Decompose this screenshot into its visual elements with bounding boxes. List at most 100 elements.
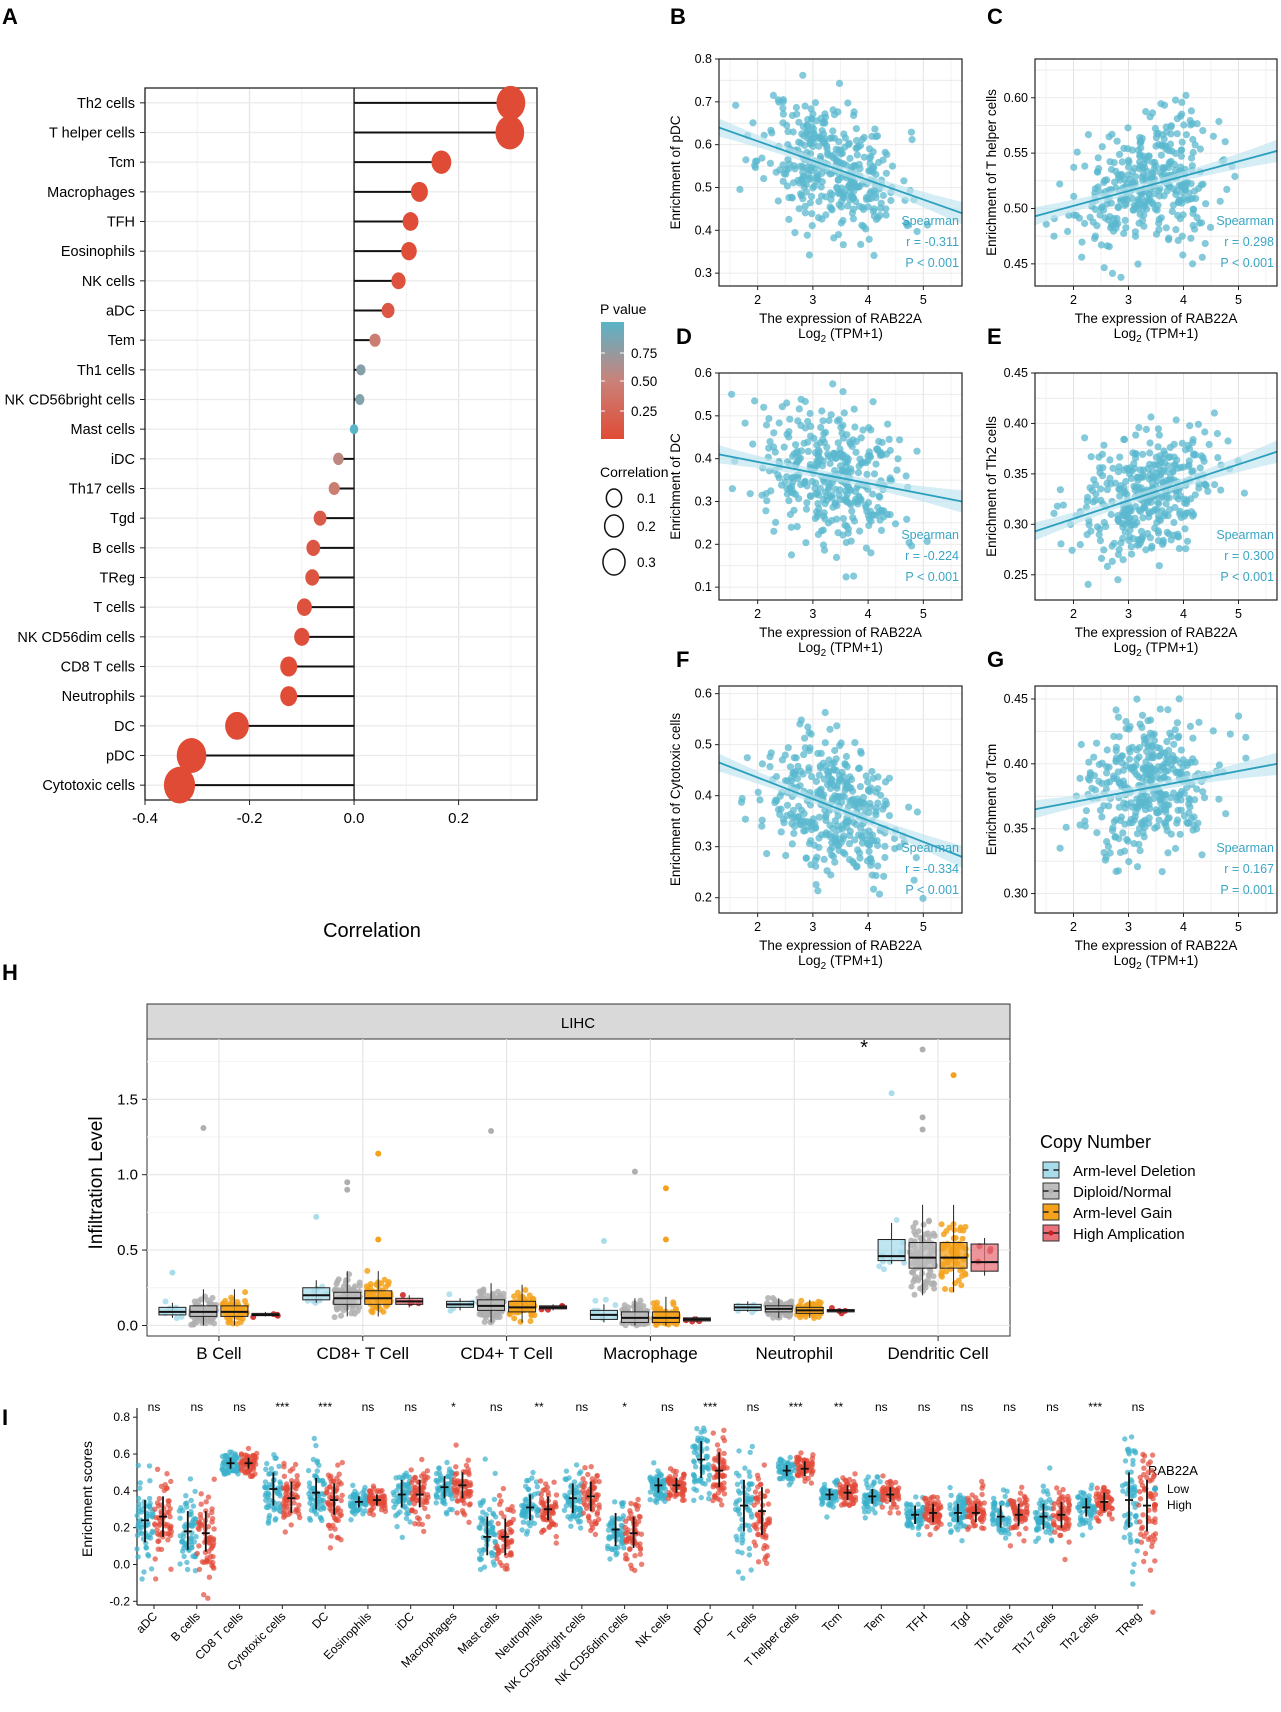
scatter-stat-p: P < 0.001 (1220, 256, 1274, 270)
scatter-point (913, 227, 921, 236)
enrichment-point (404, 1506, 410, 1512)
enrichment-point (210, 1543, 216, 1549)
copy-number-legend-key-dot (1048, 1230, 1054, 1236)
scatter-point (1146, 729, 1155, 737)
scatter-point (787, 551, 796, 559)
scatter-point (1081, 219, 1089, 228)
enrichment-point (509, 1528, 515, 1534)
scatter-point (1210, 409, 1218, 417)
enrichment-point (252, 1471, 258, 1477)
enrichment-point (311, 1435, 317, 1442)
scatter-point (1169, 765, 1177, 773)
scatter-point (1122, 718, 1130, 726)
scatter-point (1095, 453, 1103, 461)
enrichment-point (379, 1503, 385, 1509)
scatter-point (879, 191, 888, 200)
box-jitter-point (178, 1313, 185, 1320)
scatter-point (870, 205, 878, 213)
scatter-point (872, 872, 880, 880)
regression-line (718, 453, 963, 503)
scatter-point (839, 821, 847, 829)
scatter-point (857, 747, 865, 755)
enrichment-point (147, 1535, 154, 1541)
scatter-point (1116, 453, 1124, 461)
scatter-point (1205, 440, 1213, 449)
box-jitter-point (931, 1285, 938, 1292)
enrichment-point (335, 1462, 341, 1468)
p-value-legend-tick: 0.25 (631, 404, 657, 419)
scatter-point (1117, 813, 1126, 821)
scatter-point (1112, 747, 1120, 755)
scatter-point (1108, 542, 1116, 550)
scatter-point (749, 119, 757, 127)
scatter-point (799, 123, 808, 131)
scatter-point (820, 117, 828, 126)
scatter-point (1103, 838, 1111, 846)
scatter-point (1199, 788, 1207, 796)
scatter-point (1213, 430, 1221, 438)
scatter-xlabel-log: Log2 (TPM+1) (798, 326, 883, 345)
scatter-point (1139, 466, 1147, 474)
enrichment-point (167, 1514, 173, 1520)
scatter-point (1148, 542, 1156, 550)
scatter-point (1096, 806, 1105, 814)
box-jitter-point (340, 1307, 347, 1314)
enrichment-point (188, 1497, 194, 1504)
scatter-point (796, 454, 805, 462)
panel-h-category-label: Neutrophil (756, 1344, 834, 1363)
panel-a-xtick-label: 0.2 (448, 810, 469, 827)
scatter-point (1154, 498, 1162, 507)
scatter-point (826, 189, 835, 197)
enrichment-point (267, 1497, 273, 1503)
scatter-point (817, 831, 826, 839)
scatter-point (856, 527, 864, 535)
scatter-point (835, 846, 843, 855)
scatter-point (1114, 550, 1122, 559)
enrichment-point (272, 1470, 279, 1476)
scatter-xlabel-log-pre: Log (798, 326, 821, 341)
scatter-point (1170, 518, 1178, 527)
enrichment-point (198, 1501, 204, 1507)
enrichment-point (510, 1516, 517, 1523)
enrichment-point (486, 1506, 493, 1513)
scatter-point (865, 424, 873, 432)
scatter-point (758, 816, 766, 824)
scatter-point (1174, 806, 1182, 814)
scatter-point (1170, 740, 1178, 748)
lollipop-head (410, 181, 428, 202)
panel-i-ytick-label: 0.4 (113, 1484, 130, 1498)
enrichment-point (331, 1478, 337, 1485)
enrichment-point (499, 1562, 505, 1569)
enrichment-point (496, 1492, 503, 1499)
lollipop-head (349, 424, 359, 435)
scatter-point (1209, 727, 1217, 735)
scatter-xlabel-log-post: (TPM+1) (826, 953, 883, 968)
scatter-point (1073, 148, 1081, 156)
scatter-point (859, 203, 867, 211)
panel-a-category-label: Th2 cells (77, 96, 135, 112)
panel-a-category-label: TReg (100, 571, 135, 587)
scatter-point (1102, 785, 1110, 793)
enrichment-point (476, 1547, 483, 1554)
scatter-point (1166, 443, 1174, 451)
box-jitter-point (670, 1299, 677, 1306)
scatter-point (851, 161, 859, 169)
scatter-point (1099, 206, 1108, 214)
enrichment-point (265, 1518, 272, 1525)
enrichment-point (534, 1484, 540, 1490)
scatter-point (1103, 562, 1111, 571)
scatter-point (1087, 453, 1095, 461)
scatter-ytick-label: 0.35 (1004, 822, 1028, 836)
scatter-xlabel-log-pre: Log (1114, 326, 1137, 341)
scatter-point (830, 151, 839, 159)
regression-line (1034, 150, 1278, 218)
scatter-point (1192, 194, 1200, 203)
lollipop-head (431, 150, 452, 174)
panel-a-category-label: iDC (111, 452, 135, 468)
scatter-point (828, 795, 837, 803)
scatter-point (1165, 494, 1173, 502)
scatter-stat-r: r = 0.298 (1224, 235, 1274, 249)
p-value-colorbar (601, 322, 624, 439)
scatter-point (1231, 172, 1239, 180)
box-jitter-point (942, 1286, 948, 1292)
